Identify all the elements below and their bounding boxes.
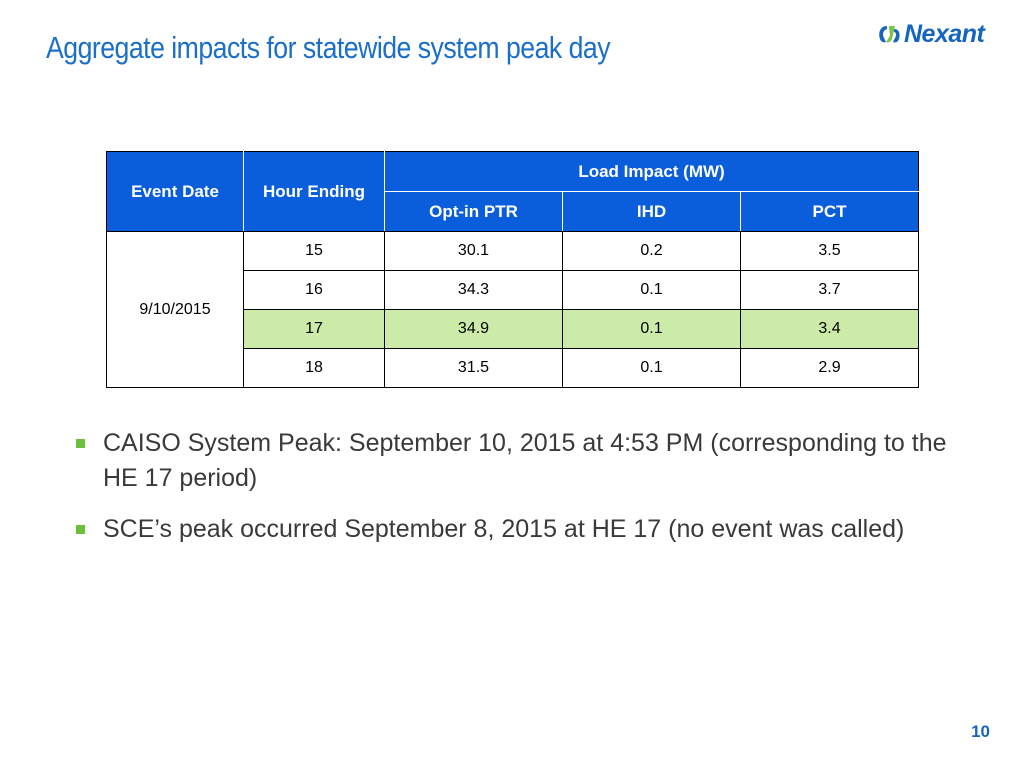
header-opt-in-ptr: Opt-in PTR bbox=[384, 191, 563, 232]
ihd-cell: 0.1 bbox=[562, 309, 741, 349]
event-date-cell: 9/10/2015 bbox=[106, 231, 244, 388]
table-row: 18 31.5 0.1 2.9 bbox=[107, 348, 920, 388]
nexant-logo: Nexant bbox=[876, 18, 985, 50]
pct-cell: 3.7 bbox=[739, 270, 920, 310]
header-load-impact: Load Impact (MW) bbox=[383, 151, 920, 192]
bullet-text: SCE’s peak occurred September 8, 2015 at… bbox=[103, 515, 905, 543]
hour-cell: 16 bbox=[243, 270, 385, 310]
opt-in-ptr-cell: 31.5 bbox=[384, 348, 563, 388]
page-number: 10 bbox=[971, 722, 990, 741]
table-row: 16 34.3 0.1 3.7 bbox=[107, 270, 920, 310]
pct-cell: 2.9 bbox=[739, 348, 920, 388]
nexant-logo-icon bbox=[879, 26, 900, 43]
opt-in-ptr-cell: 34.9 bbox=[384, 309, 563, 349]
bullet-text: CAISO System Peak: September 10, 2015 at… bbox=[103, 429, 947, 492]
slide-title: Aggregate impacts for statewide system p… bbox=[46, 30, 611, 65]
hour-cell: 17 bbox=[243, 309, 385, 349]
header-hour-ending: Hour Ending bbox=[243, 151, 385, 232]
opt-in-ptr-cell: 30.1 bbox=[384, 231, 563, 271]
load-impact-table: Event Date Hour Ending Load Impact (MW) … bbox=[106, 151, 920, 388]
square-bullet-icon bbox=[76, 525, 85, 534]
logo-text: Nexant bbox=[904, 19, 985, 48]
pct-cell: 3.5 bbox=[739, 231, 920, 271]
hour-cell: 15 bbox=[243, 231, 385, 271]
ihd-cell: 0.2 bbox=[562, 231, 741, 271]
header-ihd: IHD bbox=[562, 191, 741, 232]
table-row-highlighted: 17 34.9 0.1 3.4 bbox=[107, 309, 920, 349]
pct-cell: 3.4 bbox=[739, 309, 920, 349]
header-event-date: Event Date bbox=[106, 151, 244, 232]
header-pct: PCT bbox=[739, 191, 920, 232]
ihd-cell: 0.1 bbox=[562, 270, 741, 310]
bullet-list: CAISO System Peak: September 10, 2015 at… bbox=[76, 426, 956, 563]
square-bullet-icon bbox=[76, 439, 85, 448]
table-row: 9/10/2015 15 30.1 0.2 3.5 bbox=[106, 231, 920, 388]
opt-in-ptr-cell: 34.3 bbox=[384, 270, 563, 310]
bullet-item: CAISO System Peak: September 10, 2015 at… bbox=[76, 426, 956, 496]
bullet-item: SCE’s peak occurred September 8, 2015 at… bbox=[76, 512, 956, 547]
ihd-cell: 0.1 bbox=[562, 348, 741, 388]
hour-cell: 18 bbox=[243, 348, 385, 388]
